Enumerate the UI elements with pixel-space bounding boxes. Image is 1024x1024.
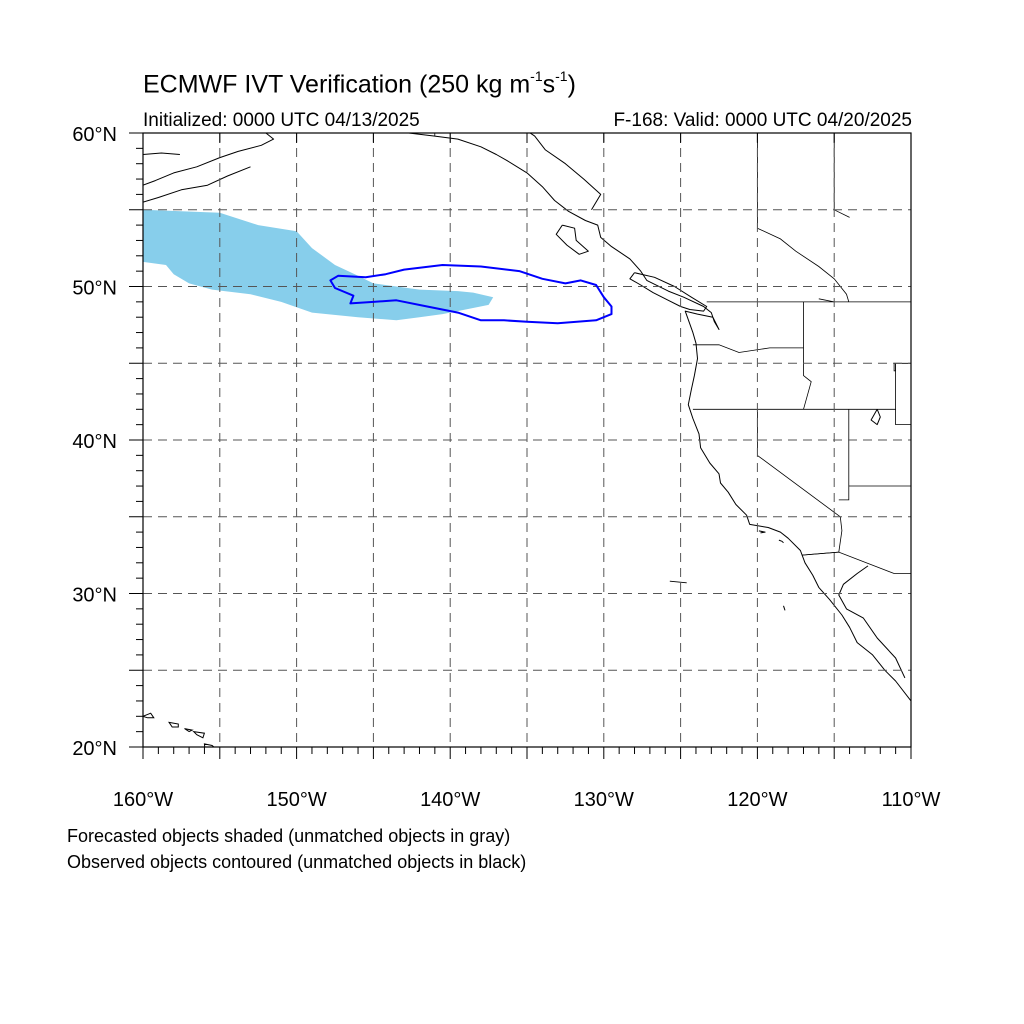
caption-forecast: Forecasted objects shaded (unmatched obj…: [67, 826, 511, 846]
coastline: [838, 565, 906, 679]
political-border: [895, 363, 911, 426]
lon-label: 140°W: [420, 789, 480, 811]
lon-label: 120°W: [727, 789, 787, 811]
coastline: [910, 138, 911, 140]
coastline: [870, 409, 881, 426]
axis-label-layer: 20°N 30°N 40°N 50°N 60°N 160°W 150°W 140°W 130°W…: [72, 124, 940, 811]
political-border: [818, 298, 835, 303]
map-title: ECMWF IVT Verification (250 kg m-1s-1): [143, 68, 576, 99]
valid-time: F-168: Valid: 0000 UTC 04/20/2025: [613, 110, 912, 131]
lat-label: 30°N: [72, 585, 117, 607]
political-border: [801, 551, 911, 574]
observed-object: [329, 264, 613, 325]
coastline: [783, 605, 786, 611]
lon-label: 150°W: [266, 789, 326, 811]
caption-observed: Observed objects contoured (unmatched ob…: [67, 852, 527, 872]
lon-label: 130°W: [574, 789, 634, 811]
observed-object-layer: [329, 264, 613, 325]
lon-label: 110°W: [882, 789, 941, 811]
coastline: [408, 133, 911, 702]
lat-label: 50°N: [72, 278, 117, 300]
coastline: [143, 166, 251, 203]
island-outline: [192, 730, 206, 739]
border-layer: [434, 133, 911, 584]
political-border: [757, 409, 843, 556]
lat-label: 60°N: [72, 124, 117, 146]
political-border: [757, 133, 850, 303]
island-outline: [168, 721, 179, 728]
gridline-layer: [143, 133, 911, 747]
forecast-object: [143, 209, 494, 321]
coastline: [778, 539, 784, 544]
political-border: [803, 301, 812, 410]
tick-layer: [129, 132, 912, 759]
coastline: [143, 152, 180, 155]
political-border: [833, 133, 850, 218]
initialized-time: Initialized: 0000 UTC 04/13/2025: [143, 110, 420, 131]
lon-label: 160°W: [113, 789, 173, 811]
political-border: [669, 580, 687, 584]
coastline: [629, 272, 708, 312]
coastline: [555, 224, 589, 255]
island-outline: [203, 743, 215, 747]
lat-label: 20°N: [72, 738, 117, 760]
coastline-layer: [143, 133, 911, 747]
forecast-object-layer: [143, 209, 494, 321]
political-border: [838, 409, 850, 501]
lat-label: 40°N: [72, 431, 117, 453]
coastline: [529, 133, 602, 211]
coastline: [758, 530, 766, 534]
island-outline: [184, 728, 194, 733]
island-outline: [143, 712, 155, 719]
political-border: [692, 344, 804, 353]
political-border: [893, 362, 911, 372]
coastline: [143, 133, 275, 186]
